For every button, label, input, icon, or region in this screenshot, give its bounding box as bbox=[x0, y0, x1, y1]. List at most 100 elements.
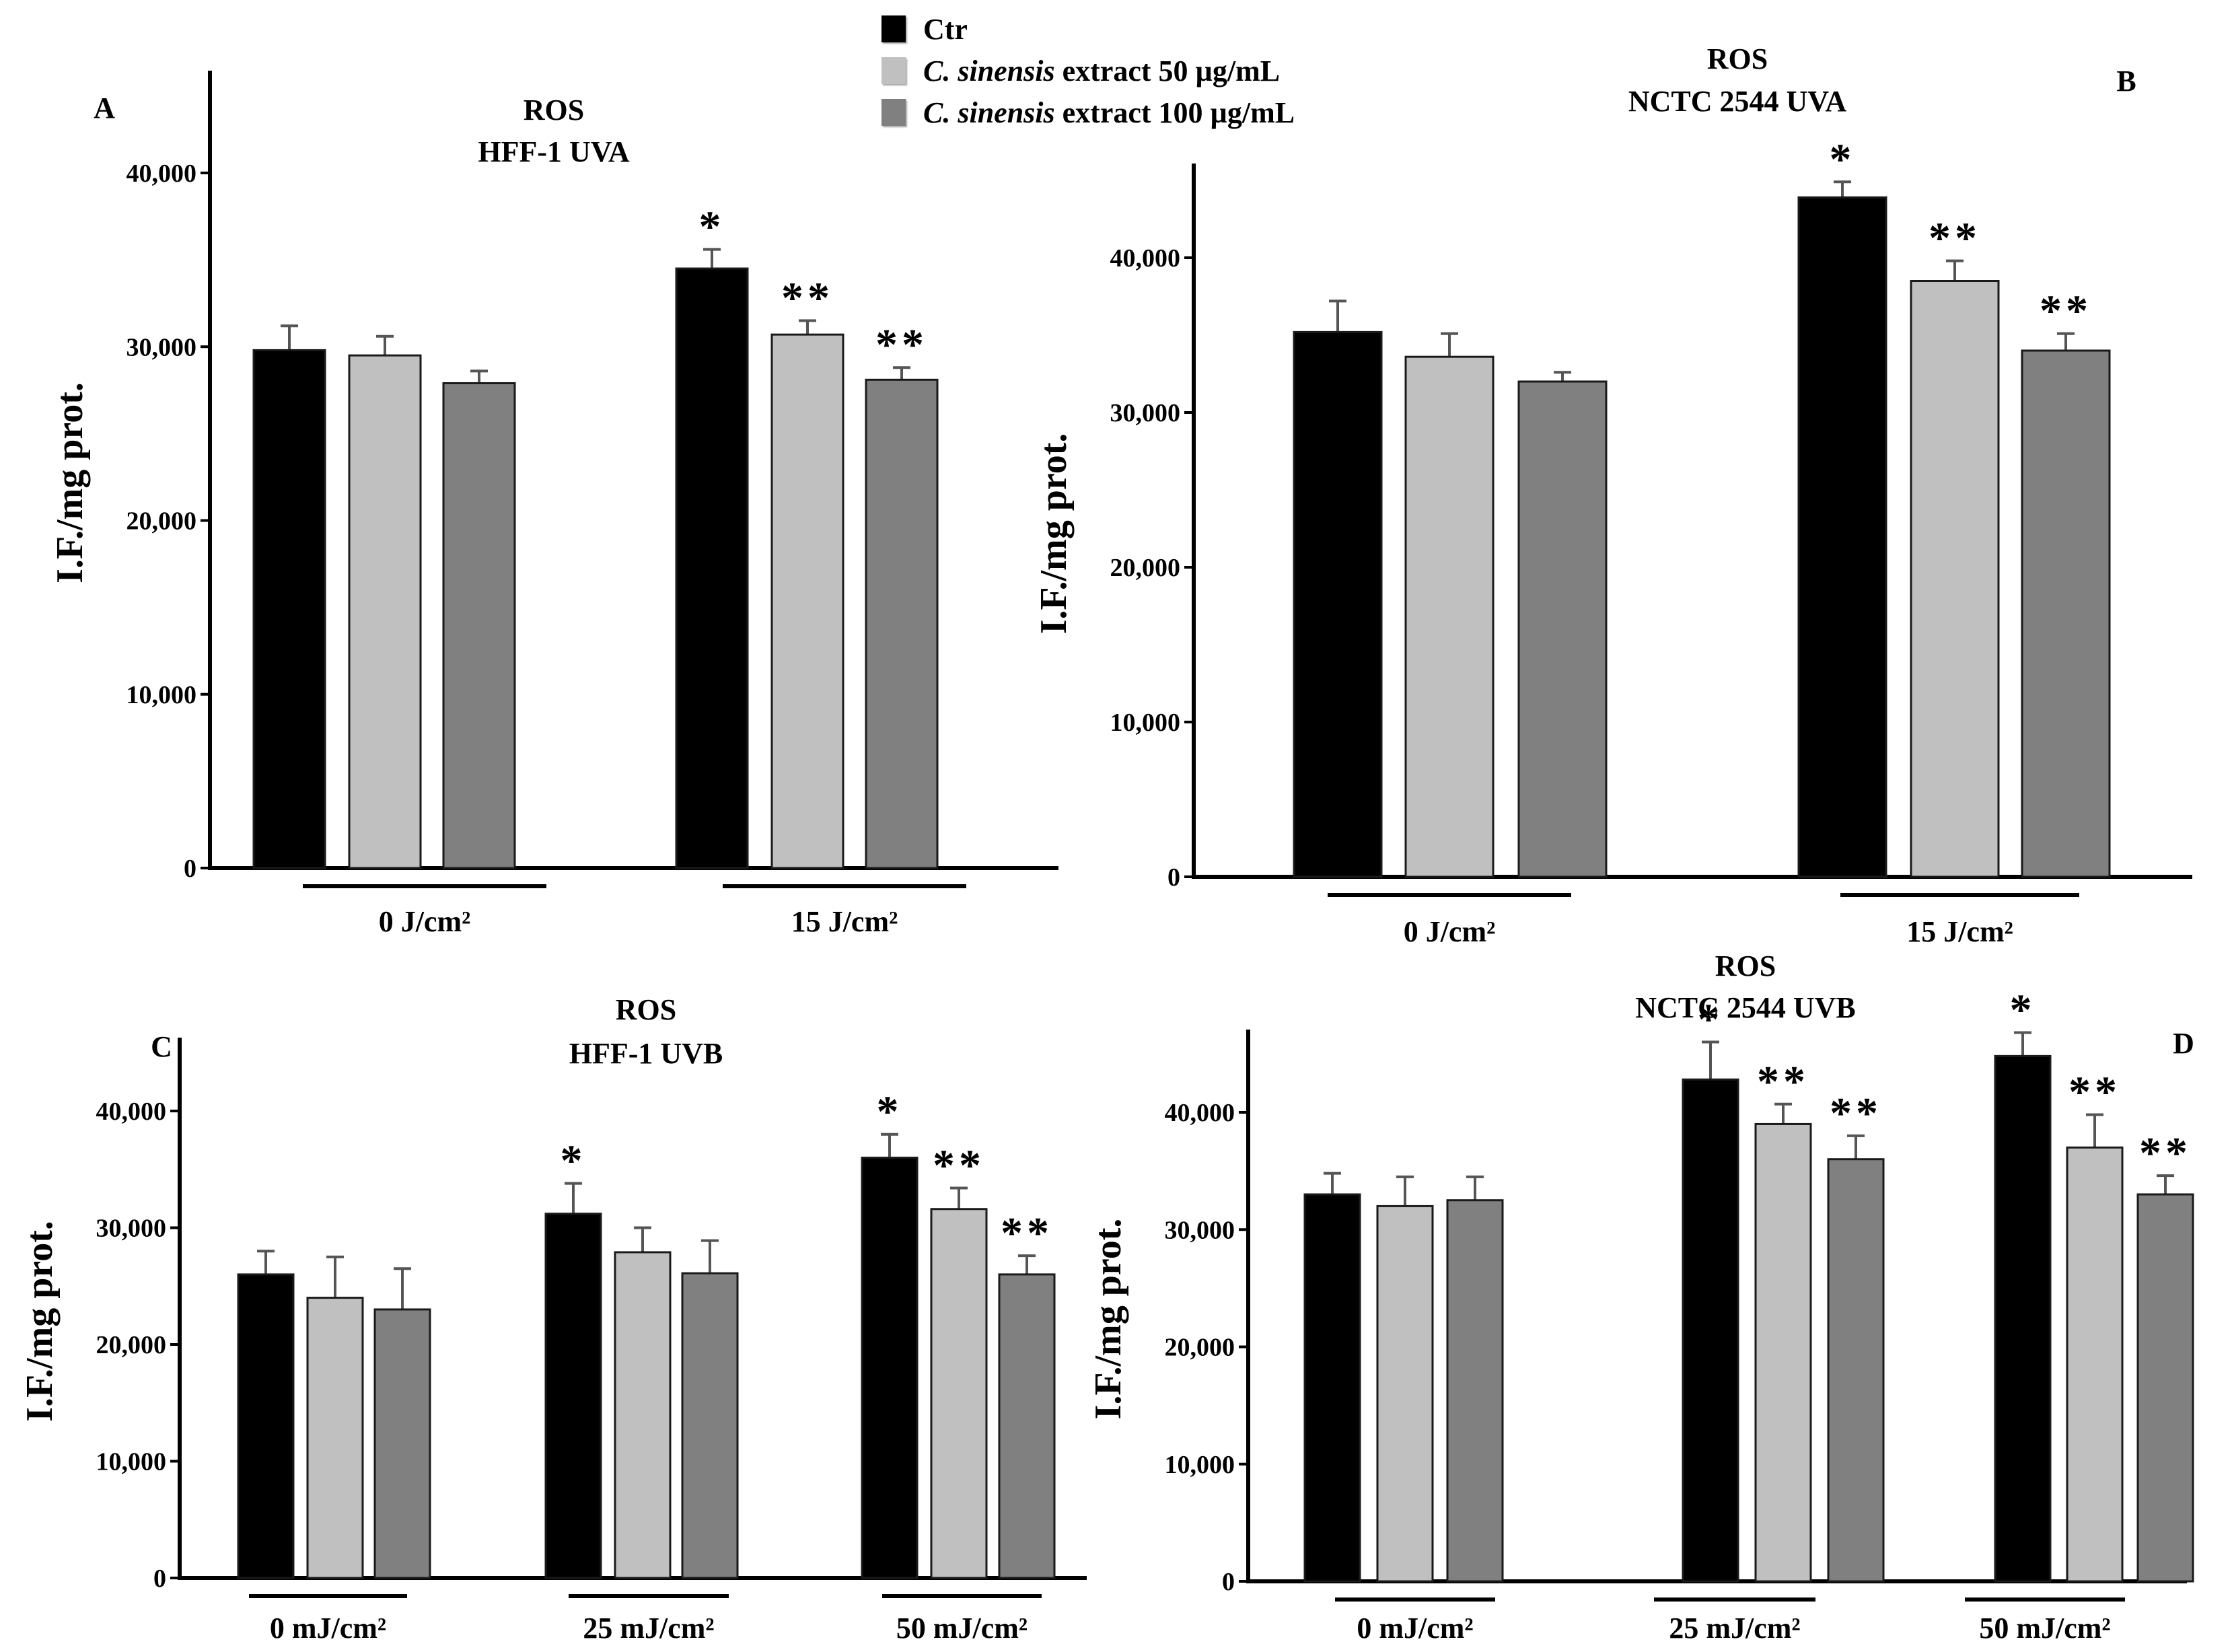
y-axis-label: I.F./mg prot. bbox=[19, 1221, 61, 1422]
bar bbox=[675, 267, 749, 869]
y-tick-label: 30,000 bbox=[127, 333, 197, 361]
significance-mark: ** bbox=[933, 1141, 985, 1190]
chart-title-line: ROS bbox=[524, 94, 584, 127]
chart-panel-b: ROS NCTC 2544 UVA B I.F./mg prot. 0 10,000 20,… bbox=[1033, 42, 2192, 948]
legend-text: extract 50 µg/mL bbox=[1054, 54, 1281, 87]
bar bbox=[1303, 1193, 1361, 1583]
chart-title-line: HFF-1 UVB bbox=[569, 1037, 723, 1070]
bar bbox=[252, 349, 326, 869]
y-tick-label: 20,000 bbox=[1165, 1334, 1235, 1362]
panel-letter: B bbox=[2116, 65, 2136, 98]
legend-swatch-ext100 bbox=[881, 99, 906, 126]
category-label: 50 mJ/cm² bbox=[1979, 1612, 2110, 1645]
significance-mark: * bbox=[877, 1087, 903, 1137]
bar bbox=[1446, 1199, 1504, 1583]
y-tick-label: 30,000 bbox=[1110, 399, 1181, 427]
legend-text: extract 100 µg/mL bbox=[1054, 96, 1295, 129]
bar bbox=[865, 378, 939, 869]
chart-title-line: ROS bbox=[1707, 42, 1768, 75]
chart-title-line: ROS bbox=[1715, 949, 1776, 982]
bar bbox=[861, 1156, 919, 1579]
bar bbox=[442, 382, 516, 869]
category-label: 0 mJ/cm² bbox=[1357, 1612, 1473, 1645]
y-tick-label: 20,000 bbox=[96, 1331, 167, 1359]
significance-mark: * bbox=[561, 1137, 587, 1186]
significance-mark: * bbox=[2010, 986, 2036, 1035]
significance-mark: ** bbox=[2139, 1128, 2192, 1178]
y-tick-label: 0 bbox=[1167, 863, 1180, 892]
panel-letter: A bbox=[94, 92, 115, 124]
significance-mark: * bbox=[1830, 135, 1856, 184]
panel-letter: C bbox=[151, 1030, 172, 1063]
bar bbox=[614, 1251, 672, 1579]
y-tick-label: 0 bbox=[153, 1565, 166, 1593]
bar bbox=[930, 1208, 988, 1579]
y-tick-label: 40,000 bbox=[1165, 1099, 1235, 1127]
y-tick-label: 20,000 bbox=[1110, 554, 1181, 582]
category-label: 50 mJ/cm² bbox=[896, 1612, 1028, 1645]
y-tick-label: 0 bbox=[1222, 1568, 1235, 1596]
significance-mark: ** bbox=[1757, 1057, 1809, 1106]
chart-title-line: NCTC 2544 UVA bbox=[1628, 85, 1847, 118]
category-label: 0 J/cm² bbox=[379, 905, 471, 938]
significance-mark: ** bbox=[1001, 1209, 1053, 1258]
bar bbox=[1517, 380, 1608, 878]
y-tick-label: 10,000 bbox=[1110, 709, 1181, 737]
panel-letter: D bbox=[2173, 1027, 2194, 1060]
y-tick-label: 30,000 bbox=[96, 1215, 167, 1243]
legend-item-ctr: Ctr bbox=[881, 8, 1295, 50]
bar bbox=[1682, 1078, 1739, 1583]
bar bbox=[1827, 1158, 1885, 1583]
y-tick-label: 40,000 bbox=[96, 1098, 167, 1126]
bar bbox=[681, 1272, 739, 1579]
chart-title-line: ROS bbox=[616, 993, 676, 1026]
bar bbox=[1910, 280, 2000, 878]
bar bbox=[1293, 330, 1383, 878]
bar bbox=[770, 333, 844, 869]
bar bbox=[1404, 355, 1495, 878]
chart-panel-c: ROS HFF-1 UVB C I.F./mg prot. 0 10,000 20,000 3… bbox=[19, 993, 1087, 1645]
legend-swatch-ctr bbox=[881, 15, 906, 42]
chart-title-line: NCTC 2544 UVB bbox=[1635, 991, 1856, 1024]
y-tick-label: 20,000 bbox=[127, 507, 197, 536]
bar bbox=[544, 1213, 602, 1579]
y-tick-label: 10,000 bbox=[127, 681, 197, 709]
bar bbox=[2021, 349, 2111, 878]
legend-italic: C. sinensis bbox=[923, 96, 1055, 129]
bar bbox=[1994, 1054, 2052, 1583]
y-axis-label: I.F./mg prot. bbox=[1033, 433, 1075, 635]
bar bbox=[2136, 1193, 2194, 1583]
legend-swatch-ext50 bbox=[881, 57, 906, 84]
y-tick-label: 40,000 bbox=[1110, 244, 1181, 273]
significance-mark: ** bbox=[875, 320, 928, 369]
significance-mark: * bbox=[699, 203, 725, 252]
significance-mark: ** bbox=[2068, 1067, 2121, 1116]
significance-mark: ** bbox=[1830, 1089, 1882, 1138]
y-tick-label: 10,000 bbox=[1165, 1451, 1235, 1479]
y-axis-label: I.F./mg prot. bbox=[1087, 1219, 1129, 1420]
legend-item-ext50: C. sinensis extract 50 µg/mL bbox=[881, 50, 1295, 92]
y-tick-label: 10,000 bbox=[96, 1448, 167, 1476]
bar bbox=[1797, 196, 1887, 878]
significance-mark: ** bbox=[2040, 287, 2092, 336]
bar bbox=[306, 1297, 364, 1579]
bar bbox=[998, 1273, 1056, 1579]
bar bbox=[1754, 1122, 1812, 1583]
category-label: 25 mJ/cm² bbox=[583, 1612, 714, 1645]
bar bbox=[373, 1308, 431, 1579]
y-tick-label: 0 bbox=[184, 855, 196, 883]
y-axis-label: I.F./mg prot. bbox=[49, 382, 91, 583]
y-tick-label: 30,000 bbox=[1165, 1216, 1235, 1244]
bar bbox=[348, 354, 422, 869]
chart-title-line: HFF-1 UVA bbox=[478, 135, 630, 168]
category-label: 0 J/cm² bbox=[1404, 915, 1496, 948]
significance-mark: ** bbox=[1929, 214, 1981, 263]
category-label: 15 J/cm² bbox=[1906, 915, 2013, 948]
y-tick-label: 40,000 bbox=[127, 159, 197, 188]
significance-mark: ** bbox=[781, 274, 834, 323]
legend-text: Ctr bbox=[923, 12, 968, 46]
significance-mark: * bbox=[1698, 995, 1724, 1044]
legend: Ctr C. sinensis extract 50 µg/mL C. sine… bbox=[881, 8, 1295, 133]
legend-italic: C. sinensis bbox=[923, 54, 1055, 87]
